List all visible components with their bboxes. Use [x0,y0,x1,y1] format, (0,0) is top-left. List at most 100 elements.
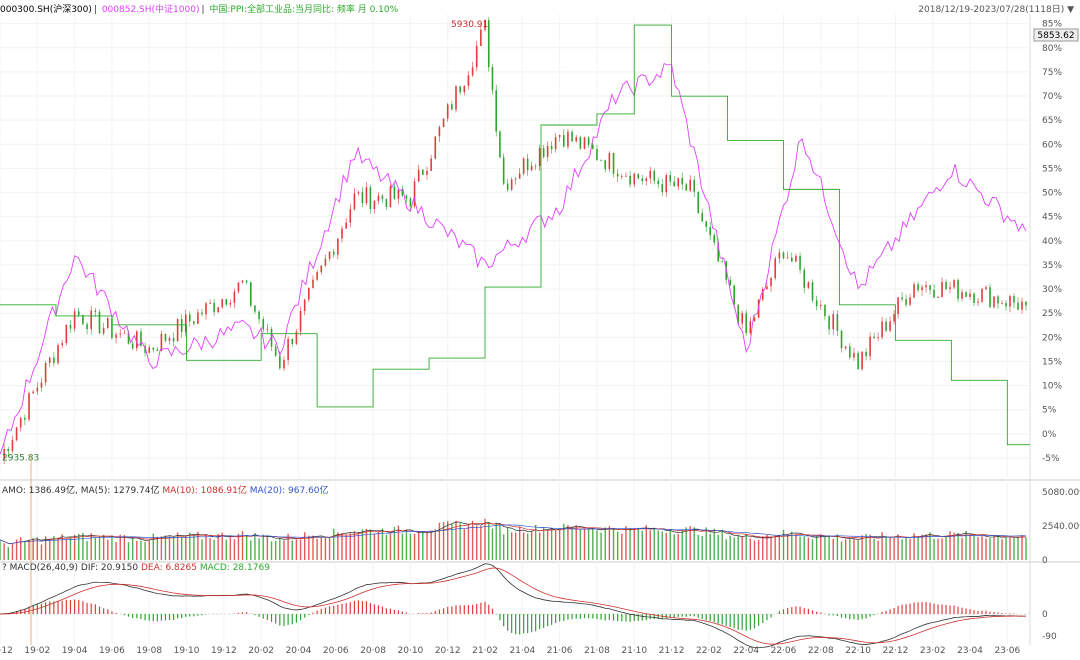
candle-body [377,195,380,201]
volume-bar [283,540,285,560]
candle-body [324,258,327,266]
right-axis-tick: 55% [1042,164,1062,174]
candle-body [320,265,323,273]
macd-hist-bar [201,614,203,616]
volume-bar [1025,537,1027,560]
volume-bar [945,535,947,560]
macd-hist-bar [861,614,863,620]
macd-hist-bar [869,614,871,617]
candle-body [279,355,281,369]
date-range-selector[interactable]: 2018/12/19-2023/07/28(1118日) ▼ [918,2,1074,15]
volume-bar [729,535,731,560]
macd-hist-bar [258,614,260,617]
volume-bar [455,520,457,560]
volume-bar [131,536,134,560]
volume-bar [73,534,76,560]
macd-hist-bar [973,610,975,614]
volume-bar [774,535,776,560]
candle-body [19,417,22,428]
series-ppi-label[interactable]: 中国:PPI:全部工业品:当月同比: 频率 月 0.10% [209,5,399,15]
volume-bar [229,537,232,560]
x-axis-tick: 22·02 [696,646,722,656]
candle-body [160,333,163,351]
volume-bar [502,534,505,560]
candle-body [316,272,318,280]
x-axis-tick: 23·04 [957,646,983,656]
macd-hist-bar [832,614,834,616]
volume-bar [973,536,975,560]
macd-hist-bar [957,606,959,614]
volume-bar [61,534,63,560]
macd-hist-bar [28,606,30,614]
candle-body [57,345,59,363]
volume-bar [15,539,18,560]
volume-bar [782,529,785,560]
series-hs300-label[interactable]: 000300.SH(沪深300) [0,5,92,15]
candle-body [1001,302,1003,304]
volume-axis-tick: 2540.00亿 [1042,520,1080,532]
macd-hist-bar [397,610,400,614]
candle-body [629,175,631,185]
candle-body [737,304,739,324]
macd-hist-bar [193,614,195,617]
volume-bar [185,535,187,560]
volume-bar [608,526,611,560]
macd-hist-bar [961,607,963,614]
macd-hist-bar [527,614,529,634]
candle-body [115,334,117,338]
macd-hist-bar [849,614,851,620]
candle-body [262,319,265,330]
macd-hist-bar [422,613,424,614]
volume-bar [266,536,269,560]
candle-body [770,278,772,287]
volume-bar [140,540,142,560]
series-zz1000-label[interactable]: 000852.SH(中证1000) [101,5,200,15]
candle-body [303,299,306,311]
macd-hist-bar [681,614,683,617]
macd-hist-bar [782,609,785,614]
macd-hist-bar [78,599,80,614]
candle-body [518,173,521,179]
help-icon[interactable]: ? [2,563,7,573]
macd-hist-bar [324,607,327,614]
macd-hist-bar [559,614,561,622]
candle-body [945,281,947,290]
volume-bar [274,540,277,560]
x-axis-tick: 18·12 [0,646,13,656]
candle-body [583,137,586,149]
right-axis-tick: 75% [1042,68,1062,78]
x-axis-tick: 23·06 [994,646,1020,656]
volume-bar [506,526,509,560]
volume-bar [725,539,727,560]
macd-hist-bar [451,606,453,614]
volume-legend-ma5: MA(5): 1279.74亿 [80,486,160,496]
macd-hist-bar [337,604,339,614]
volume-bar [197,531,199,560]
candle-body [245,280,248,283]
candle-body [997,296,999,304]
volume-bar [721,529,723,560]
macd-hist-bar [123,614,125,616]
x-axis-tick: 20·02 [248,646,274,656]
candle-body [451,104,453,110]
candle-body [621,176,623,177]
candle-body [434,136,437,159]
volume-bar [563,523,565,560]
macd-hist-bar [901,604,903,614]
candle-body [649,170,652,179]
macd-hist-bar [677,614,679,617]
candle-body [209,302,211,304]
right-axis-tick: 80% [1042,44,1062,54]
macd-hist-bar [442,608,445,614]
candle-body [653,170,656,181]
macd-hist-bar [15,610,18,614]
candle-body [422,169,424,175]
macd-hist-bar [279,614,281,626]
volume-bar [0,539,1,560]
x-axis-tick: 20·08 [360,646,386,656]
macd-hist-bar [803,608,805,614]
macd-hist-bar [488,604,490,614]
macd-hist-bar [262,614,264,619]
volume-bar [7,547,9,560]
